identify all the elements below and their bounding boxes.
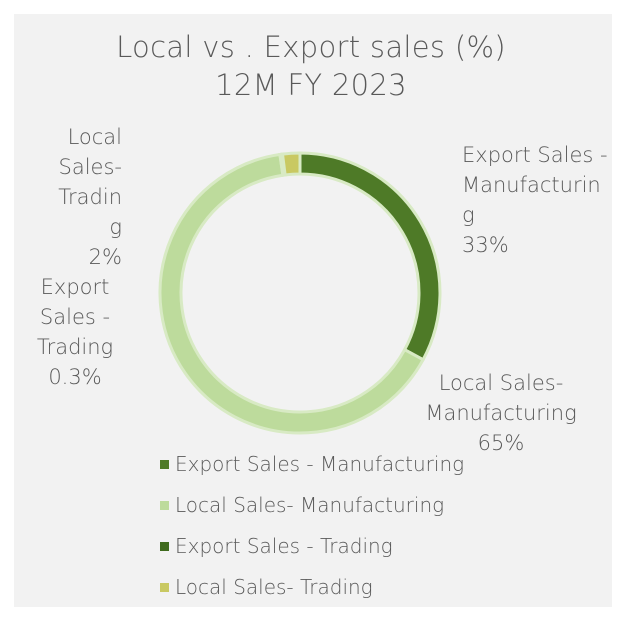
chart-panel (14, 14, 612, 607)
legend-label: Local Sales- Trading (175, 575, 373, 599)
legend-swatch (160, 542, 169, 551)
donut-segment (298, 151, 442, 362)
donut-segment (280, 151, 302, 177)
chart-subtitle: 12M FY 2023 (215, 68, 407, 102)
legend-item: Export Sales - Trading (160, 534, 393, 558)
data-label-value: 65% (477, 431, 525, 455)
data-label-value: 2% (88, 245, 122, 269)
legend-label: Export Sales - Trading (175, 534, 393, 558)
data-label-name: Export Sales - Manufacturing (462, 143, 608, 227)
data-label: Local Sales- Manufacturing 65% (420, 368, 582, 458)
legend-swatch (160, 583, 169, 592)
data-label: Export Sales - Trading 0.3% (28, 272, 122, 392)
legend-label: Local Sales- Manufacturing (175, 493, 445, 517)
chart-title: Local vs . Export sales (%) (116, 30, 506, 64)
data-label-name: Local Sales- Manufacturing (425, 371, 577, 425)
legend-label: Export Sales - Manufacturing (175, 452, 465, 476)
legend-item: Local Sales- Manufacturing (160, 493, 444, 517)
legend-item: Local Sales- Trading (160, 575, 373, 599)
data-label-name: Local Sales- Trading (58, 125, 122, 239)
data-label-name: Export Sales - Trading (36, 275, 114, 359)
legend-swatch (160, 501, 169, 510)
data-label: Local Sales- Trading 2% (52, 122, 122, 272)
legend-swatch (160, 460, 169, 469)
data-label: Export Sales - Manufacturing 33% (462, 140, 608, 260)
data-label-value: 0.3% (48, 365, 102, 389)
data-label-value: 33% (462, 233, 509, 257)
legend-item: Export Sales - Manufacturing (160, 452, 464, 476)
